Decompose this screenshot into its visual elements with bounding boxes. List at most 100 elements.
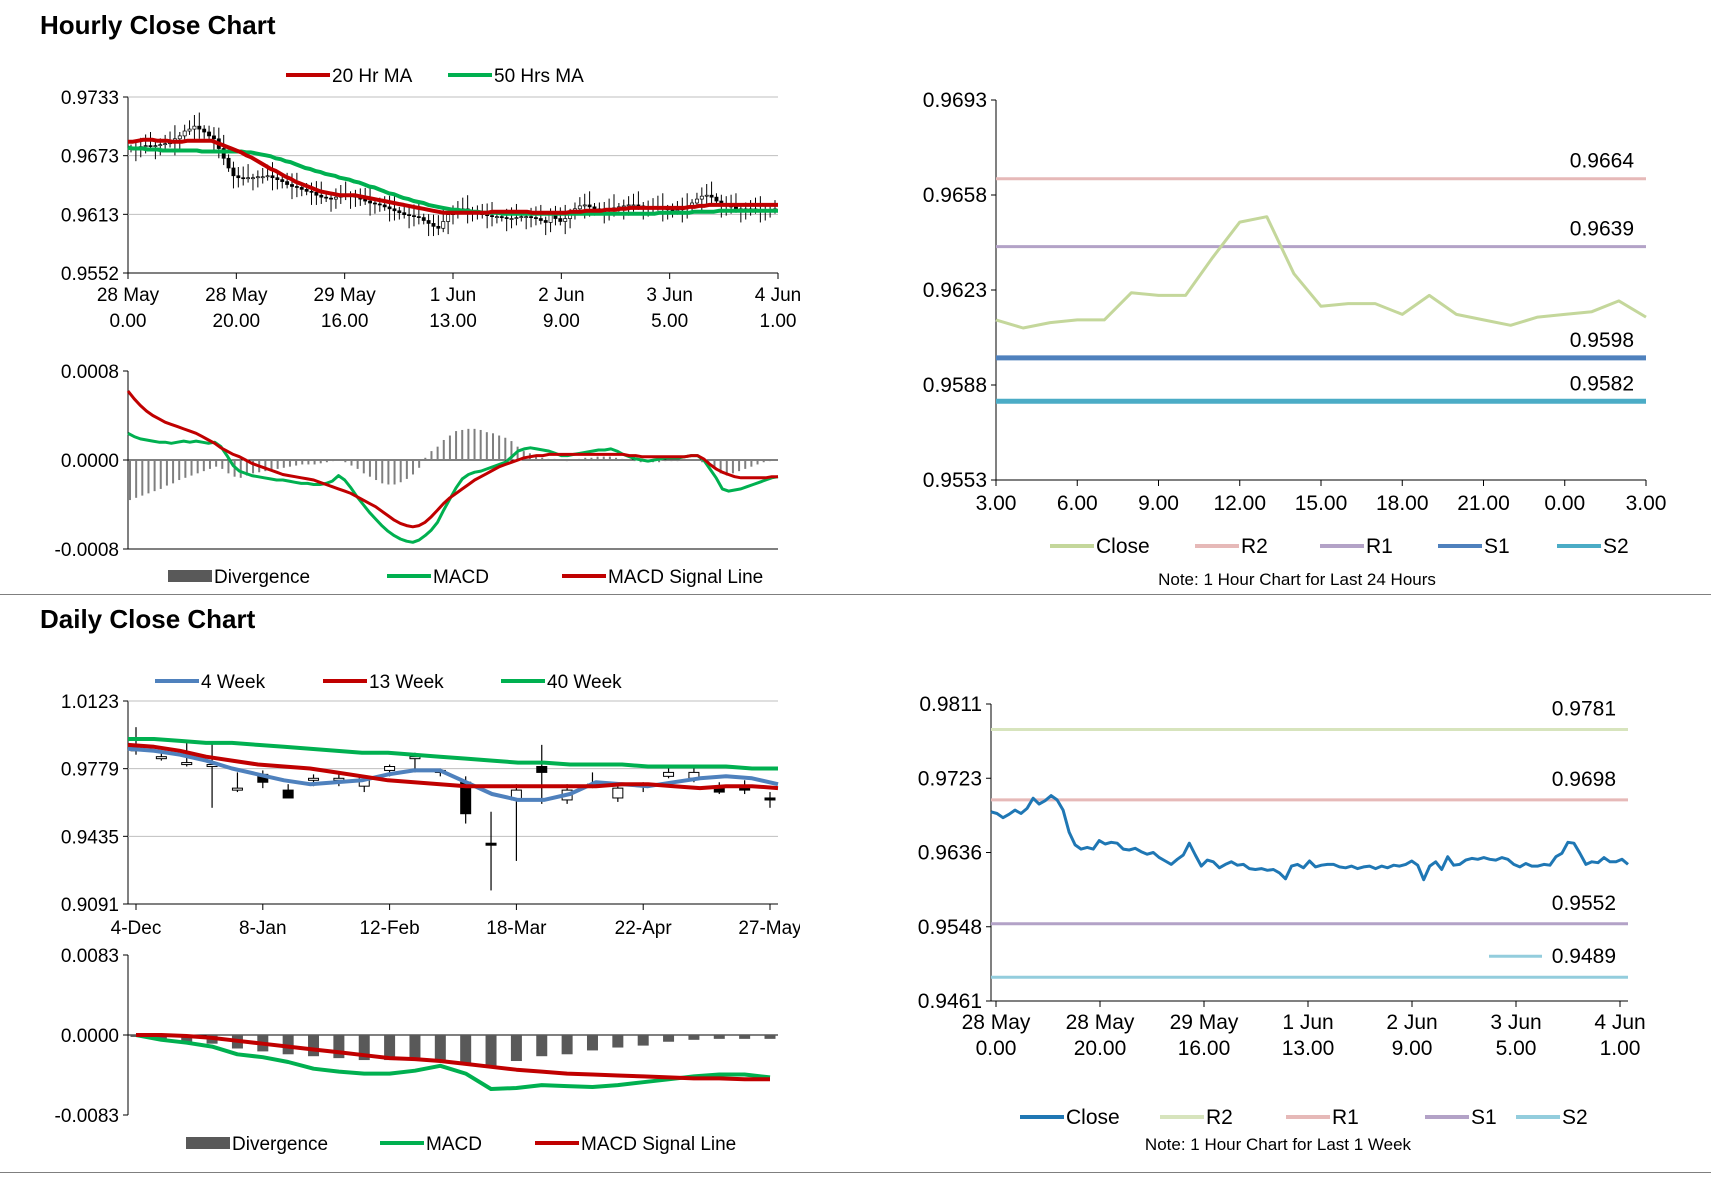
divergence-bar [663,1035,675,1042]
x-tick-label: 5.00 [1496,1037,1537,1060]
divergence-bar [561,1035,573,1055]
candle-body [280,179,285,182]
x-tick-label: 20.00 [1074,1037,1127,1060]
legend-label: MACD [433,567,489,588]
y-tick-label: 0.9552 [61,264,119,285]
level-value-label: 0.9582 [1570,372,1634,395]
divergence-bar [434,1035,446,1061]
candle-body [265,175,270,178]
x-tick-label: 18-Mar [486,918,547,939]
section-divider [0,594,1711,595]
y-tick-label: 1.0123 [61,692,119,713]
candle-body [402,212,407,216]
candle-body [704,194,709,197]
legend-label: MACD Signal Line [581,1134,736,1155]
x-tick-label: 4 Jun [1594,1011,1645,1034]
legend-label: R2 [1241,535,1268,558]
daily-section-title: Daily Close Chart [40,604,256,634]
candle-body [612,787,624,799]
legend-label: S2 [1562,1106,1588,1129]
close-line [995,215,1647,330]
x-tick-label: 16.00 [321,311,369,332]
x-tick-label: 4 Jun [755,285,800,306]
y-tick-label: 0.9613 [61,205,119,226]
hourly-section-title: Hourly Close Chart [40,10,276,40]
divergence-bar [181,1035,193,1042]
candle-body [285,181,290,185]
candle-body [543,220,548,223]
legend-swatch [168,570,212,582]
candle-body [314,191,319,196]
divergence-bar [384,1035,396,1061]
x-tick-label: 2 Jun [1386,1011,1437,1034]
legend-label: R1 [1366,535,1393,558]
divergence-bar [586,1035,598,1051]
y-tick-label: 0.9435 [61,827,119,848]
level-value-label: 0.9598 [1570,329,1634,352]
candle-body [308,777,320,781]
candle-body [636,204,641,207]
legend-label: Close [1096,535,1150,558]
candle-body [426,220,431,224]
candle-body [155,756,167,760]
candle-body [163,143,168,146]
candle-body [587,204,592,208]
candle-body [764,797,776,801]
candle-body [558,218,563,222]
candle-body [494,216,499,218]
ma20-line [128,137,778,215]
legend-label: R1 [1332,1106,1359,1129]
candle-body [397,210,402,214]
divergence-bar [688,1035,700,1040]
candle-body [241,177,246,180]
y-tick-label: 0.9636 [918,842,982,865]
x-tick-label: 1.00 [1600,1037,1641,1060]
candle-body [709,194,714,198]
y-tick-label: 0.9553 [923,469,987,492]
divergence-bar [612,1035,624,1048]
y-tick-label: 0.9548 [918,916,982,939]
candle-body [202,128,207,133]
divergence-bar [485,1035,497,1066]
candle-body [246,177,251,180]
candle-body [260,176,265,179]
x-tick-label: 12.00 [1213,492,1266,515]
daily-macd-chart: 0.0083 0.0000 -0.0083 Divergence MACD MACD Si… [55,946,778,1155]
legend-label: Divergence [214,567,310,588]
candle-body [499,216,504,218]
candle-body [255,176,260,179]
candle-body [270,175,275,179]
x-tick-label: 27-May [738,918,800,939]
divergence-bar [409,1035,421,1060]
legend-label: 40 Week [547,672,622,693]
candle-body [282,789,294,799]
x-tick-label: 0.00 [976,1037,1017,1060]
x-tick-label: 18.00 [1376,492,1429,515]
candle-body [436,225,441,229]
x-tick-label: 2 Jun [538,285,584,306]
candle-body [421,217,426,221]
candle-body [699,195,704,200]
macd-line [135,1033,771,1091]
hourly-macd-chart: 0.0008 0.0000 -0.0008 Divergence MACD MACD Si… [55,362,779,588]
candle-body [290,184,294,187]
x-tick-label: 28 May [205,285,268,306]
legend-label: S1 [1484,535,1510,558]
candle-body [485,842,497,846]
candle-body [675,209,680,212]
candle-body [407,214,412,217]
legend-label: S1 [1471,1106,1497,1129]
candle-body [324,196,329,199]
candle-body [441,221,446,229]
candle-body [187,128,192,132]
x-tick-label: 22-Apr [615,918,673,939]
x-tick-label: 3.00 [976,492,1017,515]
candle-body [377,203,382,206]
divergence-bar [460,1035,472,1063]
candle-body [319,194,324,198]
candle-body [529,216,534,218]
divergence-bar [510,1035,522,1062]
legend-label: 20 Hr MA [332,66,413,87]
macd-signal-line [136,1033,770,1082]
